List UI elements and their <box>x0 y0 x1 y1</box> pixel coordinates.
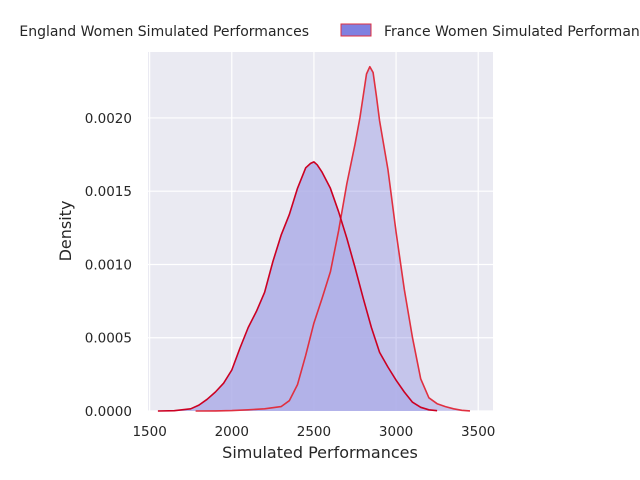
legend-swatch-france <box>340 23 372 37</box>
y-tick-label: 0.0010 <box>85 257 132 273</box>
legend-label-france: France Women Simulated Performances <box>384 24 640 40</box>
density-area-england <box>157 161 438 411</box>
density-line-england <box>157 161 438 412</box>
x-tick-label: 3000 <box>379 424 413 440</box>
y-tick-label: 0.0000 <box>85 404 132 420</box>
y-axis-label: Density <box>56 201 75 262</box>
y-tick-label: 0.0005 <box>85 331 132 347</box>
x-tick-label: 2500 <box>297 424 331 440</box>
y-axis-ticks: 0.0000 0.0005 0.0010 0.0015 0.0020 <box>85 111 132 420</box>
y-tick-label: 0.0015 <box>85 184 132 200</box>
legend: England Women Simulated Performances Fra… <box>19 23 640 40</box>
x-axis-label: Simulated Performances <box>222 443 418 462</box>
x-tick-label: 2000 <box>215 424 249 440</box>
x-tick-label: 1500 <box>132 424 166 440</box>
density-area-france <box>195 66 470 411</box>
density-line-france <box>195 65 471 412</box>
x-axis-ticks: 1500 2000 2500 3000 3500 <box>132 424 495 440</box>
legend-label-england: England Women Simulated Performances <box>19 24 309 40</box>
x-tick-label: 3500 <box>461 424 495 440</box>
density-lines <box>157 65 471 412</box>
y-tick-label: 0.0020 <box>85 111 132 127</box>
density-fills <box>157 66 470 411</box>
